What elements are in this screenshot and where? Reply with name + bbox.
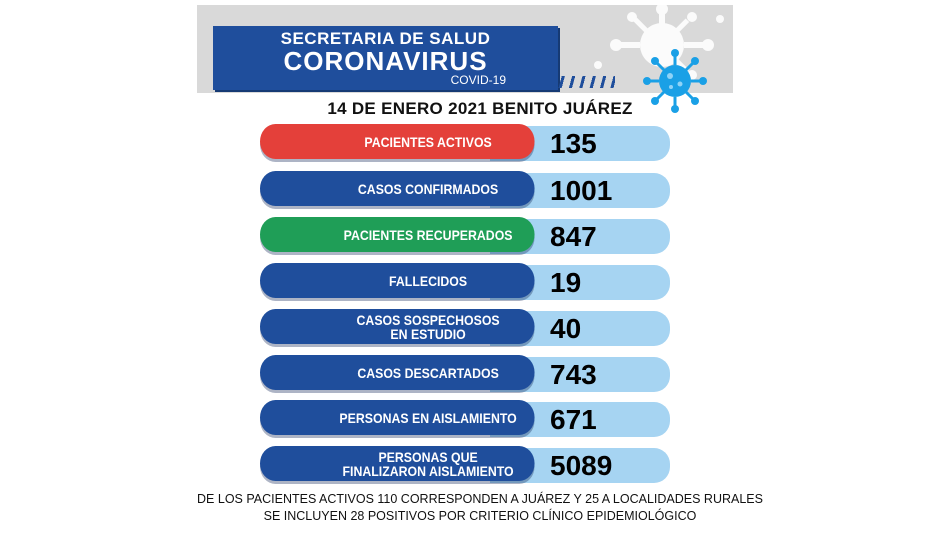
stat-label-line1: CASOS SOSPECHOSOS (356, 311, 500, 328)
stat-row-fallecidos: FALLECIDOS 19 (260, 263, 672, 300)
stat-label: PACIENTES ACTIVOS (260, 124, 535, 159)
stat-row-casos-sospechosos: CASOS SOSPECHOSOS EN ESTUDIO 40 (260, 309, 672, 346)
stat-value: 5089 (550, 450, 613, 481)
stat-label-text: CASOS DESCARTADOS (357, 364, 499, 381)
stat-label-text: FALLECIDOS (389, 272, 468, 289)
stat-label: CASOS SOSPECHOSOS EN ESTUDIO (260, 309, 535, 344)
stat-label-text: PACIENTES ACTIVOS (364, 133, 492, 150)
header-title-box: SECRETARIA DE SALUD CORONAVIRUS COVID-19 (213, 26, 558, 90)
stat-value: 847 (550, 221, 597, 252)
stat-value: 40 (550, 313, 582, 344)
stat-label: PERSONAS QUE FINALIZARON AISLAMIENTO (260, 446, 535, 481)
stat-row-finalizaron-aislamiento: PERSONAS QUE FINALIZARON AISLAMIENTO 5089 (260, 446, 672, 483)
header-title-line2: CORONAVIRUS (283, 46, 488, 76)
stat-row-casos-confirmados: CASOS CONFIRMADOS 1001 (260, 171, 672, 208)
header-title-line1: SECRETARIA DE SALUD (280, 29, 491, 48)
stat-label: PACIENTES RECUPERADOS (260, 217, 535, 252)
footer-note-line1: DE LOS PACIENTES ACTIVOS 110 CORRESPONDE… (197, 492, 763, 506)
stat-value: 1001 (550, 175, 613, 206)
stat-value: 19 (550, 267, 582, 298)
footer-note-line2: SE INCLUYEN 28 POSITIVOS POR CRITERIO CL… (263, 509, 697, 523)
stat-value: 135 (550, 128, 597, 159)
stat-row-casos-descartados: CASOS DESCARTADOS 743 (260, 355, 672, 392)
stat-row-pacientes-recuperados: PACIENTES RECUPERADOS 847 (260, 217, 672, 254)
stat-label-line2: FINALIZARON AISLAMIENTO (342, 462, 514, 479)
stat-value: 671 (550, 404, 597, 435)
stat-row-personas-aislamiento: PERSONAS EN AISLAMIENTO 671 (260, 400, 672, 437)
header-title-line3: COVID-19 (450, 73, 506, 87)
stat-value: 743 (550, 359, 597, 390)
stat-label-text: PACIENTES RECUPERADOS (343, 226, 513, 243)
stat-label: CASOS CONFIRMADOS (260, 171, 535, 206)
stat-row-pacientes-activos: PACIENTES ACTIVOS 135 (260, 124, 672, 161)
stat-label-text: PERSONAS EN AISLAMIENTO (339, 409, 517, 426)
stat-label: PERSONAS EN AISLAMIENTO (260, 400, 535, 435)
stat-label-line1: PERSONAS QUE (378, 448, 478, 465)
stat-label: CASOS DESCARTADOS (260, 355, 535, 390)
virus-icon-blue (643, 49, 707, 113)
stat-label-line2: EN ESTUDIO (390, 325, 466, 342)
stat-label-text: CASOS CONFIRMADOS (357, 180, 499, 197)
decorative-stripes (510, 76, 615, 88)
date-location: 14 DE ENERO 2021 BENITO JUÁREZ (327, 99, 633, 118)
stat-label: FALLECIDOS (260, 263, 535, 298)
